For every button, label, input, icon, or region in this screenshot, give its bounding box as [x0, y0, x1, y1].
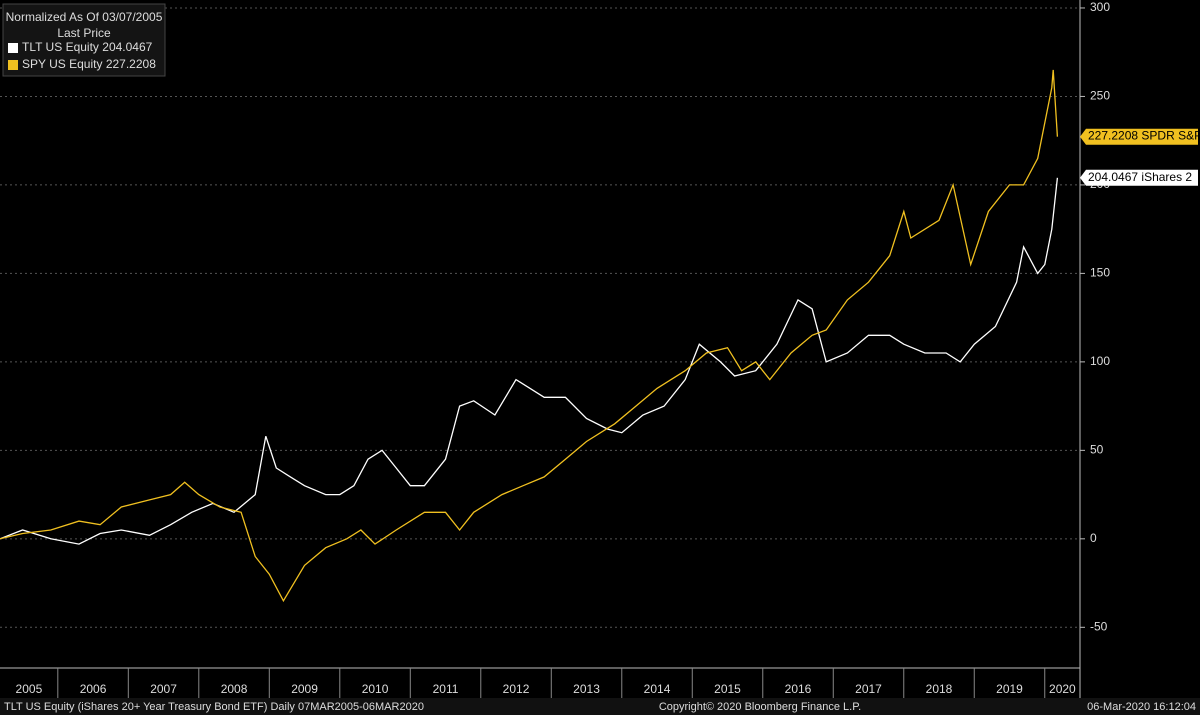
y-tick-label: 50: [1090, 443, 1104, 457]
x-tick-label: 2008: [221, 682, 248, 696]
y-tick-label: 100: [1090, 354, 1110, 368]
footer-bar: [0, 698, 1200, 715]
legend-swatch: [8, 60, 18, 70]
legend-swatch: [8, 43, 18, 53]
price-tag-name: iShares 2: [1141, 170, 1192, 184]
legend-value: 227.2208: [106, 57, 156, 71]
y-tick-label: 300: [1090, 0, 1110, 14]
series-line: [0, 177, 1059, 545]
footer-left: TLT US Equity (iShares 20+ Year Treasury…: [4, 701, 424, 713]
x-tick-label: 2014: [644, 682, 671, 696]
price-tag: [1080, 128, 1198, 145]
price-tag-name: SPDR S&P: [1141, 129, 1200, 143]
y-tick-label: 150: [1090, 266, 1110, 280]
x-tick-label: 2007: [150, 682, 177, 696]
x-tick-label: 2017: [855, 682, 882, 696]
x-tick-label: 2020: [1049, 682, 1076, 696]
y-tick-label: -50: [1090, 619, 1108, 633]
legend-title: Normalized As Of 03/07/2005: [6, 10, 163, 24]
legend-box: [2, 3, 166, 77]
legend-entry: TLT US Equity 204.0467: [22, 40, 153, 54]
price-tag-value: 227.2208: [1088, 129, 1138, 143]
legend-name: SPY US Equity: [22, 57, 102, 71]
price-tag-label: 227.2208 SPDR S&P: [1088, 129, 1200, 143]
x-tick-label: 2015: [714, 682, 741, 696]
x-tick-label: 2009: [291, 682, 318, 696]
footer-right: 06-Mar-2020 16:12:04: [1087, 701, 1196, 713]
y-tick-label: 0: [1090, 531, 1097, 545]
legend-value: 204.0467: [102, 40, 152, 54]
price-tag-value: 204.0467: [1088, 170, 1138, 184]
x-tick-label: 2016: [785, 682, 812, 696]
legend-entry: SPY US Equity 227.2208: [22, 57, 156, 71]
price-tag-label: 204.0467 iShares 2: [1088, 170, 1192, 184]
y-tick-label: 250: [1090, 89, 1110, 103]
x-tick-label: 2019: [996, 682, 1023, 696]
x-tick-label: 2006: [80, 682, 107, 696]
x-tick-label: 2013: [573, 682, 600, 696]
x-tick-label: 2005: [16, 682, 43, 696]
legend-subtitle: Last Price: [57, 26, 111, 40]
legend-name: TLT US Equity: [22, 40, 99, 54]
price-tag: [1080, 169, 1198, 186]
x-tick-label: 2011: [433, 682, 459, 696]
series-line: [0, 69, 1059, 603]
x-tick-label: 2010: [362, 682, 389, 696]
x-tick-label: 2012: [503, 682, 530, 696]
footer-center: Copyright© 2020 Bloomberg Finance L.P.: [659, 701, 861, 713]
x-tick-label: 2018: [926, 682, 953, 696]
